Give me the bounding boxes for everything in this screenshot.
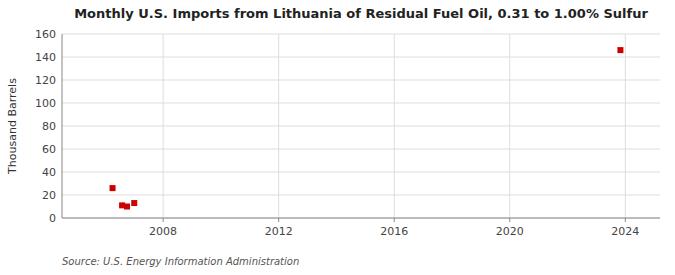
y-tick-label: 20 (42, 189, 56, 202)
y-grid-line (62, 57, 660, 58)
y-grid-line (62, 149, 660, 150)
source: Source: U.S. Energy Information Administ… (62, 256, 299, 267)
y-tick-label: 140 (35, 51, 56, 64)
x-tick-label: 2016 (380, 225, 408, 238)
x-grid-line (163, 34, 164, 218)
y-axis-label: Thousand Barrels (6, 78, 19, 175)
x-tick-label: 2012 (265, 225, 293, 238)
x-grid-line (509, 34, 510, 218)
y-grid-line (62, 34, 660, 35)
x-tick (394, 218, 395, 222)
y-tick-label: 80 (42, 120, 56, 133)
x-grid-line (625, 34, 626, 218)
x-grid-line (278, 34, 279, 218)
grid (62, 34, 660, 218)
x-tick (625, 218, 626, 222)
x-tick (278, 218, 279, 222)
y-tick-label: 0 (49, 212, 56, 225)
y-grid-line (62, 126, 660, 127)
x-tick-label: 2024 (611, 225, 639, 238)
x-tick (163, 218, 164, 222)
y-tick-label: 40 (42, 166, 56, 179)
x-tick-label: 2020 (496, 225, 524, 238)
y-grid-line (62, 172, 660, 173)
title: Monthly U.S. Imports from Lithuania of R… (74, 6, 648, 21)
x-tick-label: 2008 (149, 225, 177, 238)
point (110, 185, 116, 191)
y-grid-line (62, 80, 660, 81)
point (617, 47, 623, 53)
y-tick-label: 160 (35, 28, 56, 41)
point (124, 204, 130, 210)
x-grid-line (394, 34, 395, 218)
y-grid-line (62, 103, 660, 104)
y-grid-line (62, 195, 660, 196)
chart: Monthly U.S. Imports from Lithuania of R… (0, 0, 675, 275)
points (110, 47, 624, 209)
x-tick (509, 218, 510, 222)
x-axis (62, 218, 660, 219)
y-tick-label: 60 (42, 143, 56, 156)
y-tick-label: 120 (35, 74, 56, 87)
point (131, 200, 137, 206)
y-grid-line (62, 218, 660, 219)
y-tick-label: 100 (35, 97, 56, 110)
y-axis (62, 34, 63, 218)
